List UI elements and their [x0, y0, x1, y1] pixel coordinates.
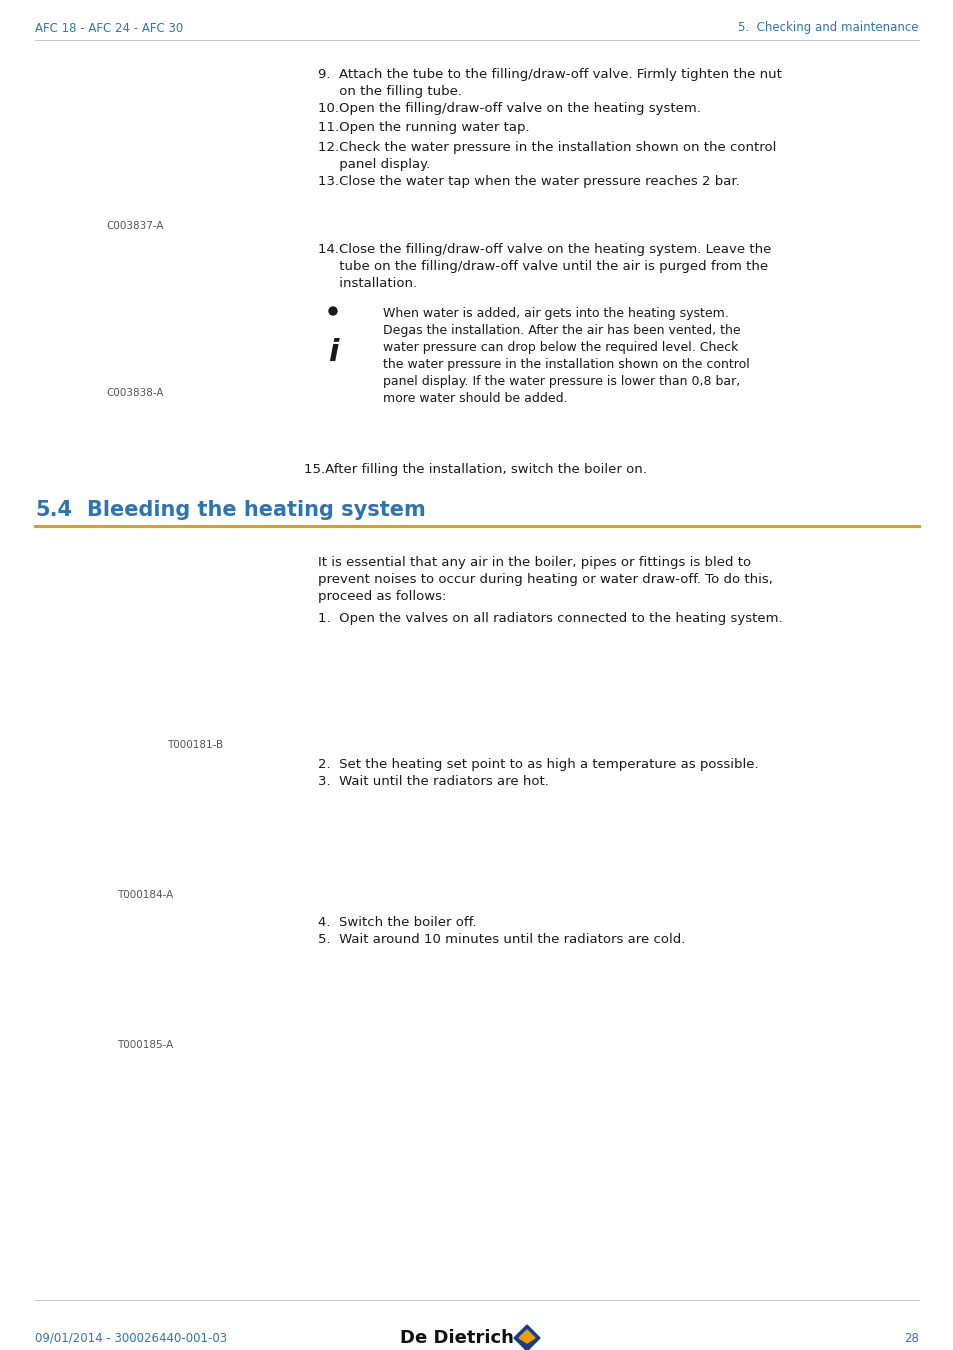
Text: AFC 18 - AFC 24 - AFC 30: AFC 18 - AFC 24 - AFC 30: [35, 22, 183, 35]
Text: 5.  Checking and maintenance: 5. Checking and maintenance: [738, 22, 918, 35]
Text: C003838-A: C003838-A: [106, 387, 164, 398]
Polygon shape: [518, 1330, 535, 1343]
Text: C003837-A: C003837-A: [106, 221, 164, 231]
Text: 4.  Switch the boiler off.: 4. Switch the boiler off.: [317, 917, 476, 929]
Text: 12.Check the water pressure in the installation shown on the control
     panel : 12.Check the water pressure in the insta…: [317, 140, 776, 171]
Text: 09/01/2014 - 300026440-001-03: 09/01/2014 - 300026440-001-03: [35, 1331, 227, 1345]
Text: 3.  Wait until the radiators are hot.: 3. Wait until the radiators are hot.: [317, 775, 548, 788]
Text: T000181-B: T000181-B: [167, 740, 223, 751]
Text: Bleeding the heating system: Bleeding the heating system: [87, 500, 425, 520]
Text: 9.  Attach the tube to the filling/draw-off valve. Firmly tighten the nut
     o: 9. Attach the tube to the filling/draw-o…: [317, 68, 781, 99]
Text: 1.  Open the valves on all radiators connected to the heating system.: 1. Open the valves on all radiators conn…: [317, 612, 781, 625]
Polygon shape: [514, 1324, 539, 1350]
Text: 15.After filling the installation, switch the boiler on.: 15.After filling the installation, switc…: [304, 463, 646, 477]
Text: 2.  Set the heating set point to as high a temperature as possible.: 2. Set the heating set point to as high …: [317, 757, 758, 771]
Text: It is essential that any air in the boiler, pipes or fittings is bled to
prevent: It is essential that any air in the boil…: [317, 556, 772, 603]
Text: T000184-A: T000184-A: [117, 890, 172, 900]
Text: 13.Close the water tap when the water pressure reaches 2 bar.: 13.Close the water tap when the water pr…: [317, 176, 739, 188]
Text: 14.Close the filling/draw-off valve on the heating system. Leave the
     tube o: 14.Close the filling/draw-off valve on t…: [317, 243, 771, 290]
Text: De Dietrich: De Dietrich: [399, 1328, 514, 1347]
Text: 10.Open the filling/draw-off valve on the heating system.: 10.Open the filling/draw-off valve on th…: [317, 103, 700, 115]
Text: i: i: [328, 338, 338, 367]
Circle shape: [329, 306, 336, 315]
Text: When water is added, air gets into the heating system.
Degas the installation. A: When water is added, air gets into the h…: [382, 306, 749, 405]
Text: 11.Open the running water tap.: 11.Open the running water tap.: [317, 122, 529, 135]
Text: 5.  Wait around 10 minutes until the radiators are cold.: 5. Wait around 10 minutes until the radi…: [317, 933, 684, 946]
Text: 5.4: 5.4: [35, 500, 71, 520]
Text: T000185-A: T000185-A: [117, 1040, 172, 1050]
Text: 28: 28: [903, 1331, 918, 1345]
